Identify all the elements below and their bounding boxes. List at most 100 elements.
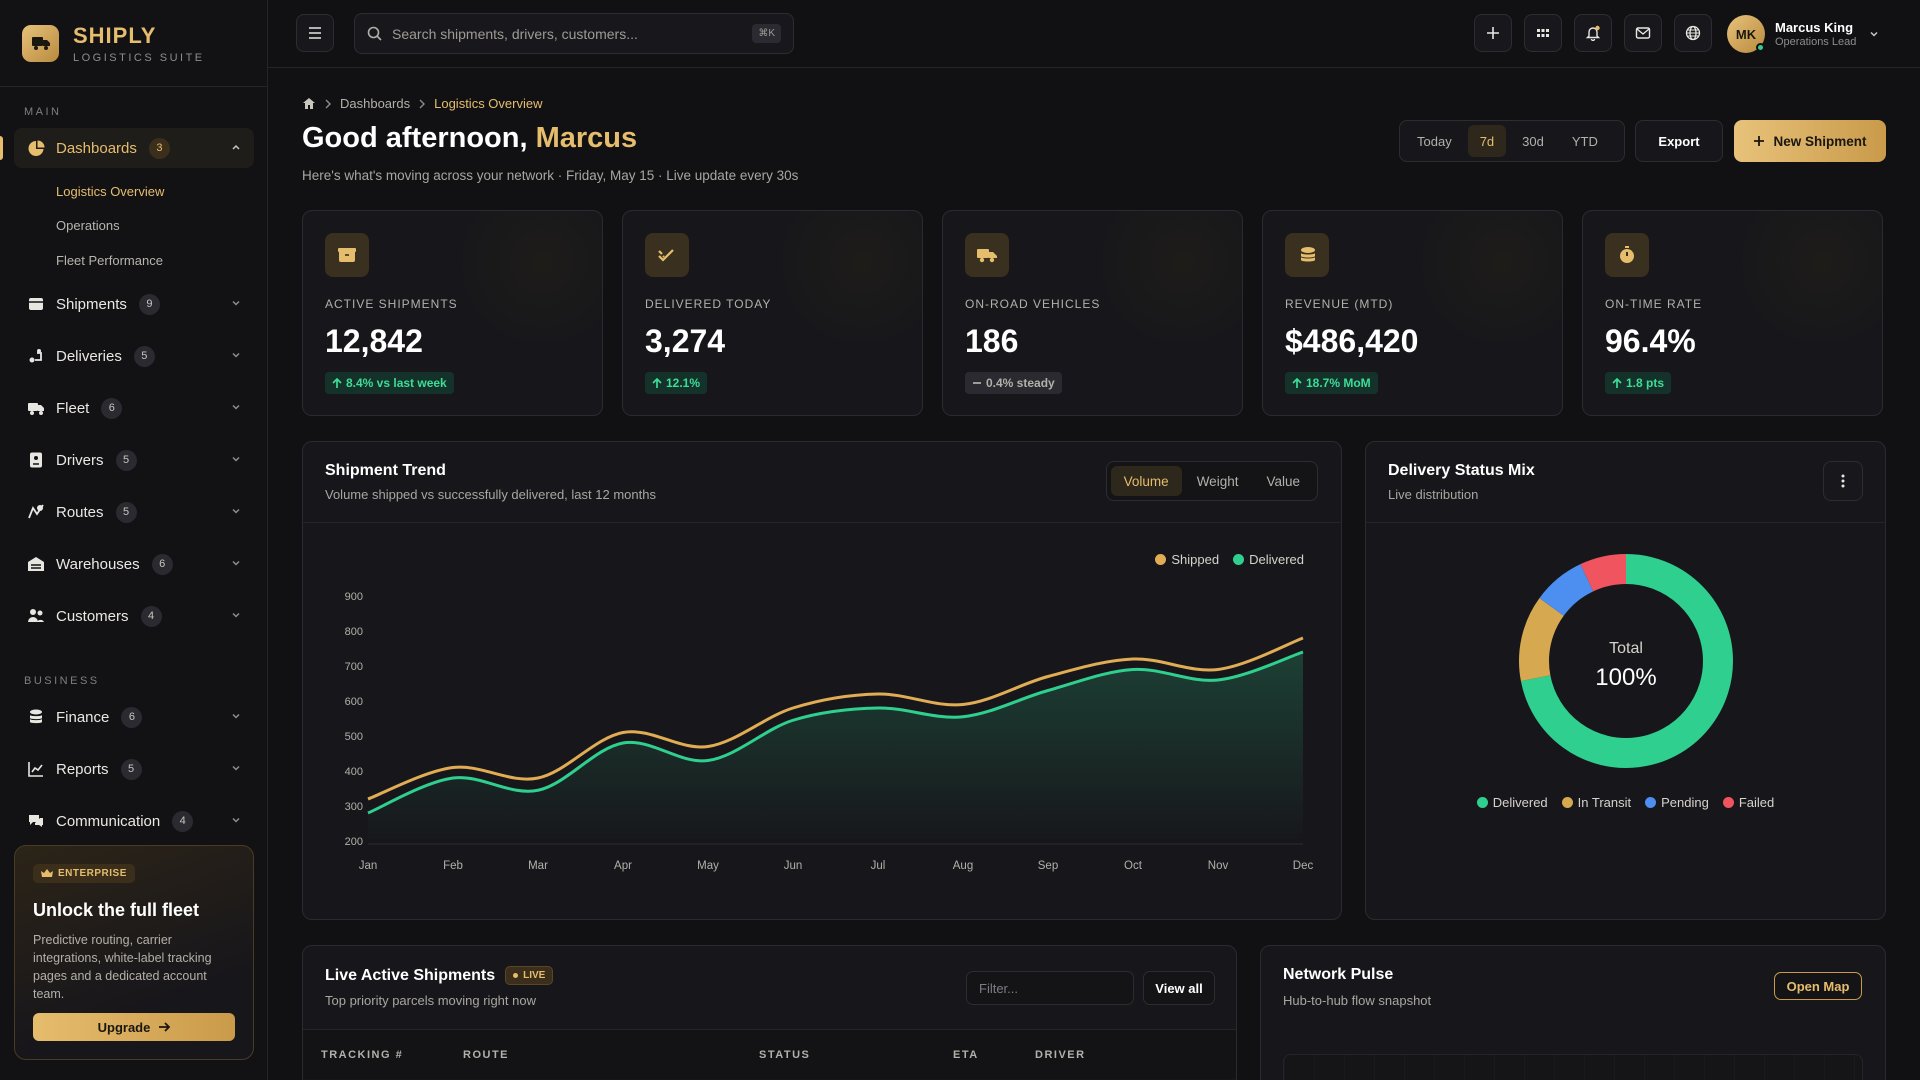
donut-slice-pending[interactable]	[1539, 564, 1594, 617]
column-header-tracking[interactable]: TRACKING #	[321, 1049, 404, 1061]
sidebar-subitem-operations[interactable]: Operations	[56, 218, 120, 233]
column-header-status[interactable]: STATUS	[759, 1049, 811, 1061]
sidebar-item-label: Customers	[56, 607, 129, 625]
card-subtitle: Hub-to-hub flow snapshot	[1283, 993, 1432, 1008]
x-tick-label: Jul	[871, 860, 886, 872]
apps-button[interactable]	[1524, 14, 1562, 52]
donut-slice-failed[interactable]	[1580, 554, 1627, 592]
donut-slice-in-transit[interactable]	[1519, 598, 1565, 682]
more-options-button[interactable]	[1823, 461, 1863, 501]
sidebar-item-routes[interactable]: Routes 5	[14, 492, 254, 532]
range-option-today[interactable]: Today	[1417, 133, 1452, 149]
delivered-area	[368, 652, 1303, 841]
avatar: MK	[1727, 15, 1765, 53]
sidebar-item-label: Finance	[56, 708, 110, 726]
sidebar-item-warehouses[interactable]: Warehouses 6	[14, 544, 254, 584]
range-option-30d[interactable]: 30d	[1522, 133, 1544, 149]
online-status-dot	[1756, 43, 1765, 52]
upgrade-promo: ENTERPRISE Unlock the full fleet Predict…	[14, 845, 254, 1060]
filter-input[interactable]	[966, 971, 1134, 1005]
arrow-right-icon	[159, 1022, 171, 1032]
kpi-value: 12,842	[325, 323, 423, 359]
sidebar-item-label: Fleet	[56, 399, 90, 417]
upgrade-button[interactable]: Upgrade	[33, 1013, 235, 1041]
chevron-up-icon	[230, 140, 242, 158]
language-button[interactable]	[1674, 14, 1712, 52]
messages-button[interactable]	[1624, 14, 1662, 52]
kpi-label: DELIVERED TODAY	[645, 297, 772, 311]
menu-toggle-button[interactable]	[296, 14, 334, 52]
chevron-down-icon	[230, 296, 242, 314]
double-check-icon	[645, 233, 689, 277]
legend-item-delivered: Delivered	[1233, 552, 1304, 567]
sidebar-item-fleet[interactable]: Fleet 6	[14, 388, 254, 428]
y-tick-label: 500	[345, 731, 363, 743]
donut-slice-delivered[interactable]	[1520, 554, 1733, 768]
sidebar-item-customers[interactable]: Customers 4	[14, 596, 254, 636]
tab-weight[interactable]: Weight	[1196, 473, 1239, 489]
sidebar-subitem-logistics-overview[interactable]: Logistics Overview	[56, 184, 165, 199]
search-bar[interactable]: ⌘K	[354, 13, 794, 54]
sidebar-item-dashboards[interactable]: Dashboards 3	[14, 128, 254, 168]
kpi-label: ACTIVE SHIPMENTS	[325, 297, 458, 311]
series-line-shipped	[367, 636, 1304, 801]
export-button[interactable]: Export	[1635, 120, 1723, 162]
mail-icon	[1635, 27, 1651, 39]
active-indicator	[0, 136, 3, 160]
sidebar-item-label: Communication	[56, 812, 161, 830]
kpi-delta: 0.4% steady	[965, 372, 1062, 394]
coins-icon	[1285, 233, 1329, 277]
new-shipment-button[interactable]: New Shipment	[1734, 120, 1886, 162]
kpi-value: $486,420	[1285, 323, 1419, 359]
open-map-button[interactable]: Open Map	[1774, 972, 1862, 1000]
range-option-ytd[interactable]: YTD	[1571, 133, 1598, 149]
kpi-value: 3,274	[645, 323, 726, 359]
add-button[interactable]	[1474, 14, 1512, 52]
sidebar-item-shipments[interactable]: Shipments 9	[14, 284, 254, 324]
arrow-up-icon	[332, 377, 342, 388]
globe-icon	[1685, 25, 1701, 41]
user-menu[interactable]: MK Marcus King Operations Lead	[1727, 15, 1880, 53]
card-title: Delivery Status Mix	[1388, 462, 1535, 479]
kpi-delta: 12.1%	[645, 372, 708, 394]
view-all-button[interactable]: View all	[1143, 971, 1215, 1005]
crown-icon	[41, 868, 53, 877]
y-tick-label: 600	[345, 696, 363, 708]
donut-center-value: 100%	[1595, 664, 1656, 691]
range-option-7d[interactable]: 7d	[1467, 125, 1507, 157]
pie-chart-icon	[26, 138, 46, 158]
column-header-route[interactable]: ROUTE	[463, 1049, 509, 1061]
grid-icon	[1537, 29, 1549, 37]
column-header-driver[interactable]: DRIVER	[1035, 1049, 1086, 1061]
sidebar-item-finance[interactable]: Finance 6	[14, 697, 254, 737]
breadcrumb-link-dashboards[interactable]: Dashboards	[340, 96, 411, 111]
notifications-button[interactable]	[1574, 14, 1612, 52]
sidebar-item-communication[interactable]: Communication 4	[14, 801, 254, 841]
dash-icon	[973, 382, 981, 384]
sidebar-item-label: Deliveries	[56, 347, 122, 365]
sidebar-item-reports[interactable]: Reports 5	[14, 749, 254, 789]
donut-center-label: Total	[1609, 640, 1643, 657]
brand[interactable]: SHIPLY LOGISTICS SUITE	[0, 0, 267, 87]
kpi-label: REVENUE (MTD)	[1285, 297, 1394, 311]
tab-volume[interactable]: Volume	[1110, 466, 1182, 496]
y-tick-label: 900	[345, 591, 363, 603]
delivery-status-donut: Total 100%	[1519, 554, 1733, 768]
shipment-trend-card: Shipment Trend Volume shipped vs success…	[302, 441, 1342, 920]
arrow-up-icon	[1612, 377, 1622, 388]
chevron-down-icon	[230, 504, 242, 522]
column-header-eta[interactable]: ETA	[953, 1049, 979, 1061]
chevron-down-icon	[1870, 31, 1878, 37]
tab-value[interactable]: Value	[1266, 473, 1300, 489]
users-icon	[26, 606, 46, 626]
kpi-label: ON-ROAD VEHICLES	[965, 297, 1101, 311]
sidebar-subitem-fleet-performance[interactable]: Fleet Performance	[56, 253, 163, 268]
card-subtitle: Top priority parcels moving right now	[325, 993, 536, 1008]
search-input[interactable]	[392, 25, 732, 42]
y-tick-label: 300	[345, 801, 363, 813]
sidebar-item-drivers[interactable]: Drivers 5	[14, 440, 254, 480]
delivery-status-card: Delivery Status Mix Live distribution To…	[1365, 441, 1886, 920]
shipment-trend-chart: 200 300 400 500 600 700 800 900 Jan Feb Mar Apr May J…	[345, 591, 1314, 872]
sidebar-item-deliveries[interactable]: Deliveries 5	[14, 336, 254, 376]
y-tick-label: 400	[345, 766, 363, 778]
